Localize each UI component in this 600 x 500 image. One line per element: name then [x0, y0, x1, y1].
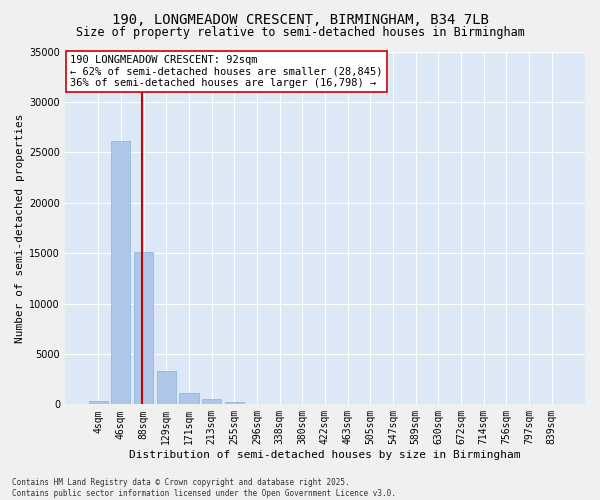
- Bar: [111, 141, 130, 405]
- Text: Contains HM Land Registry data © Crown copyright and database right 2025.
Contai: Contains HM Land Registry data © Crown c…: [12, 478, 396, 498]
- Bar: [224, 402, 244, 404]
- Bar: [134, 252, 153, 404]
- Text: 190, LONGMEADOW CRESCENT, BIRMINGHAM, B34 7LB: 190, LONGMEADOW CRESCENT, BIRMINGHAM, B3…: [112, 12, 488, 26]
- Bar: [89, 400, 108, 404]
- X-axis label: Distribution of semi-detached houses by size in Birmingham: Distribution of semi-detached houses by …: [129, 450, 521, 460]
- Bar: [202, 400, 221, 404]
- Text: 190 LONGMEADOW CRESCENT: 92sqm
← 62% of semi-detached houses are smaller (28,845: 190 LONGMEADOW CRESCENT: 92sqm ← 62% of …: [70, 55, 383, 88]
- Bar: [157, 371, 176, 404]
- Y-axis label: Number of semi-detached properties: Number of semi-detached properties: [15, 113, 25, 342]
- Bar: [179, 393, 199, 404]
- Text: Size of property relative to semi-detached houses in Birmingham: Size of property relative to semi-detach…: [76, 26, 524, 39]
